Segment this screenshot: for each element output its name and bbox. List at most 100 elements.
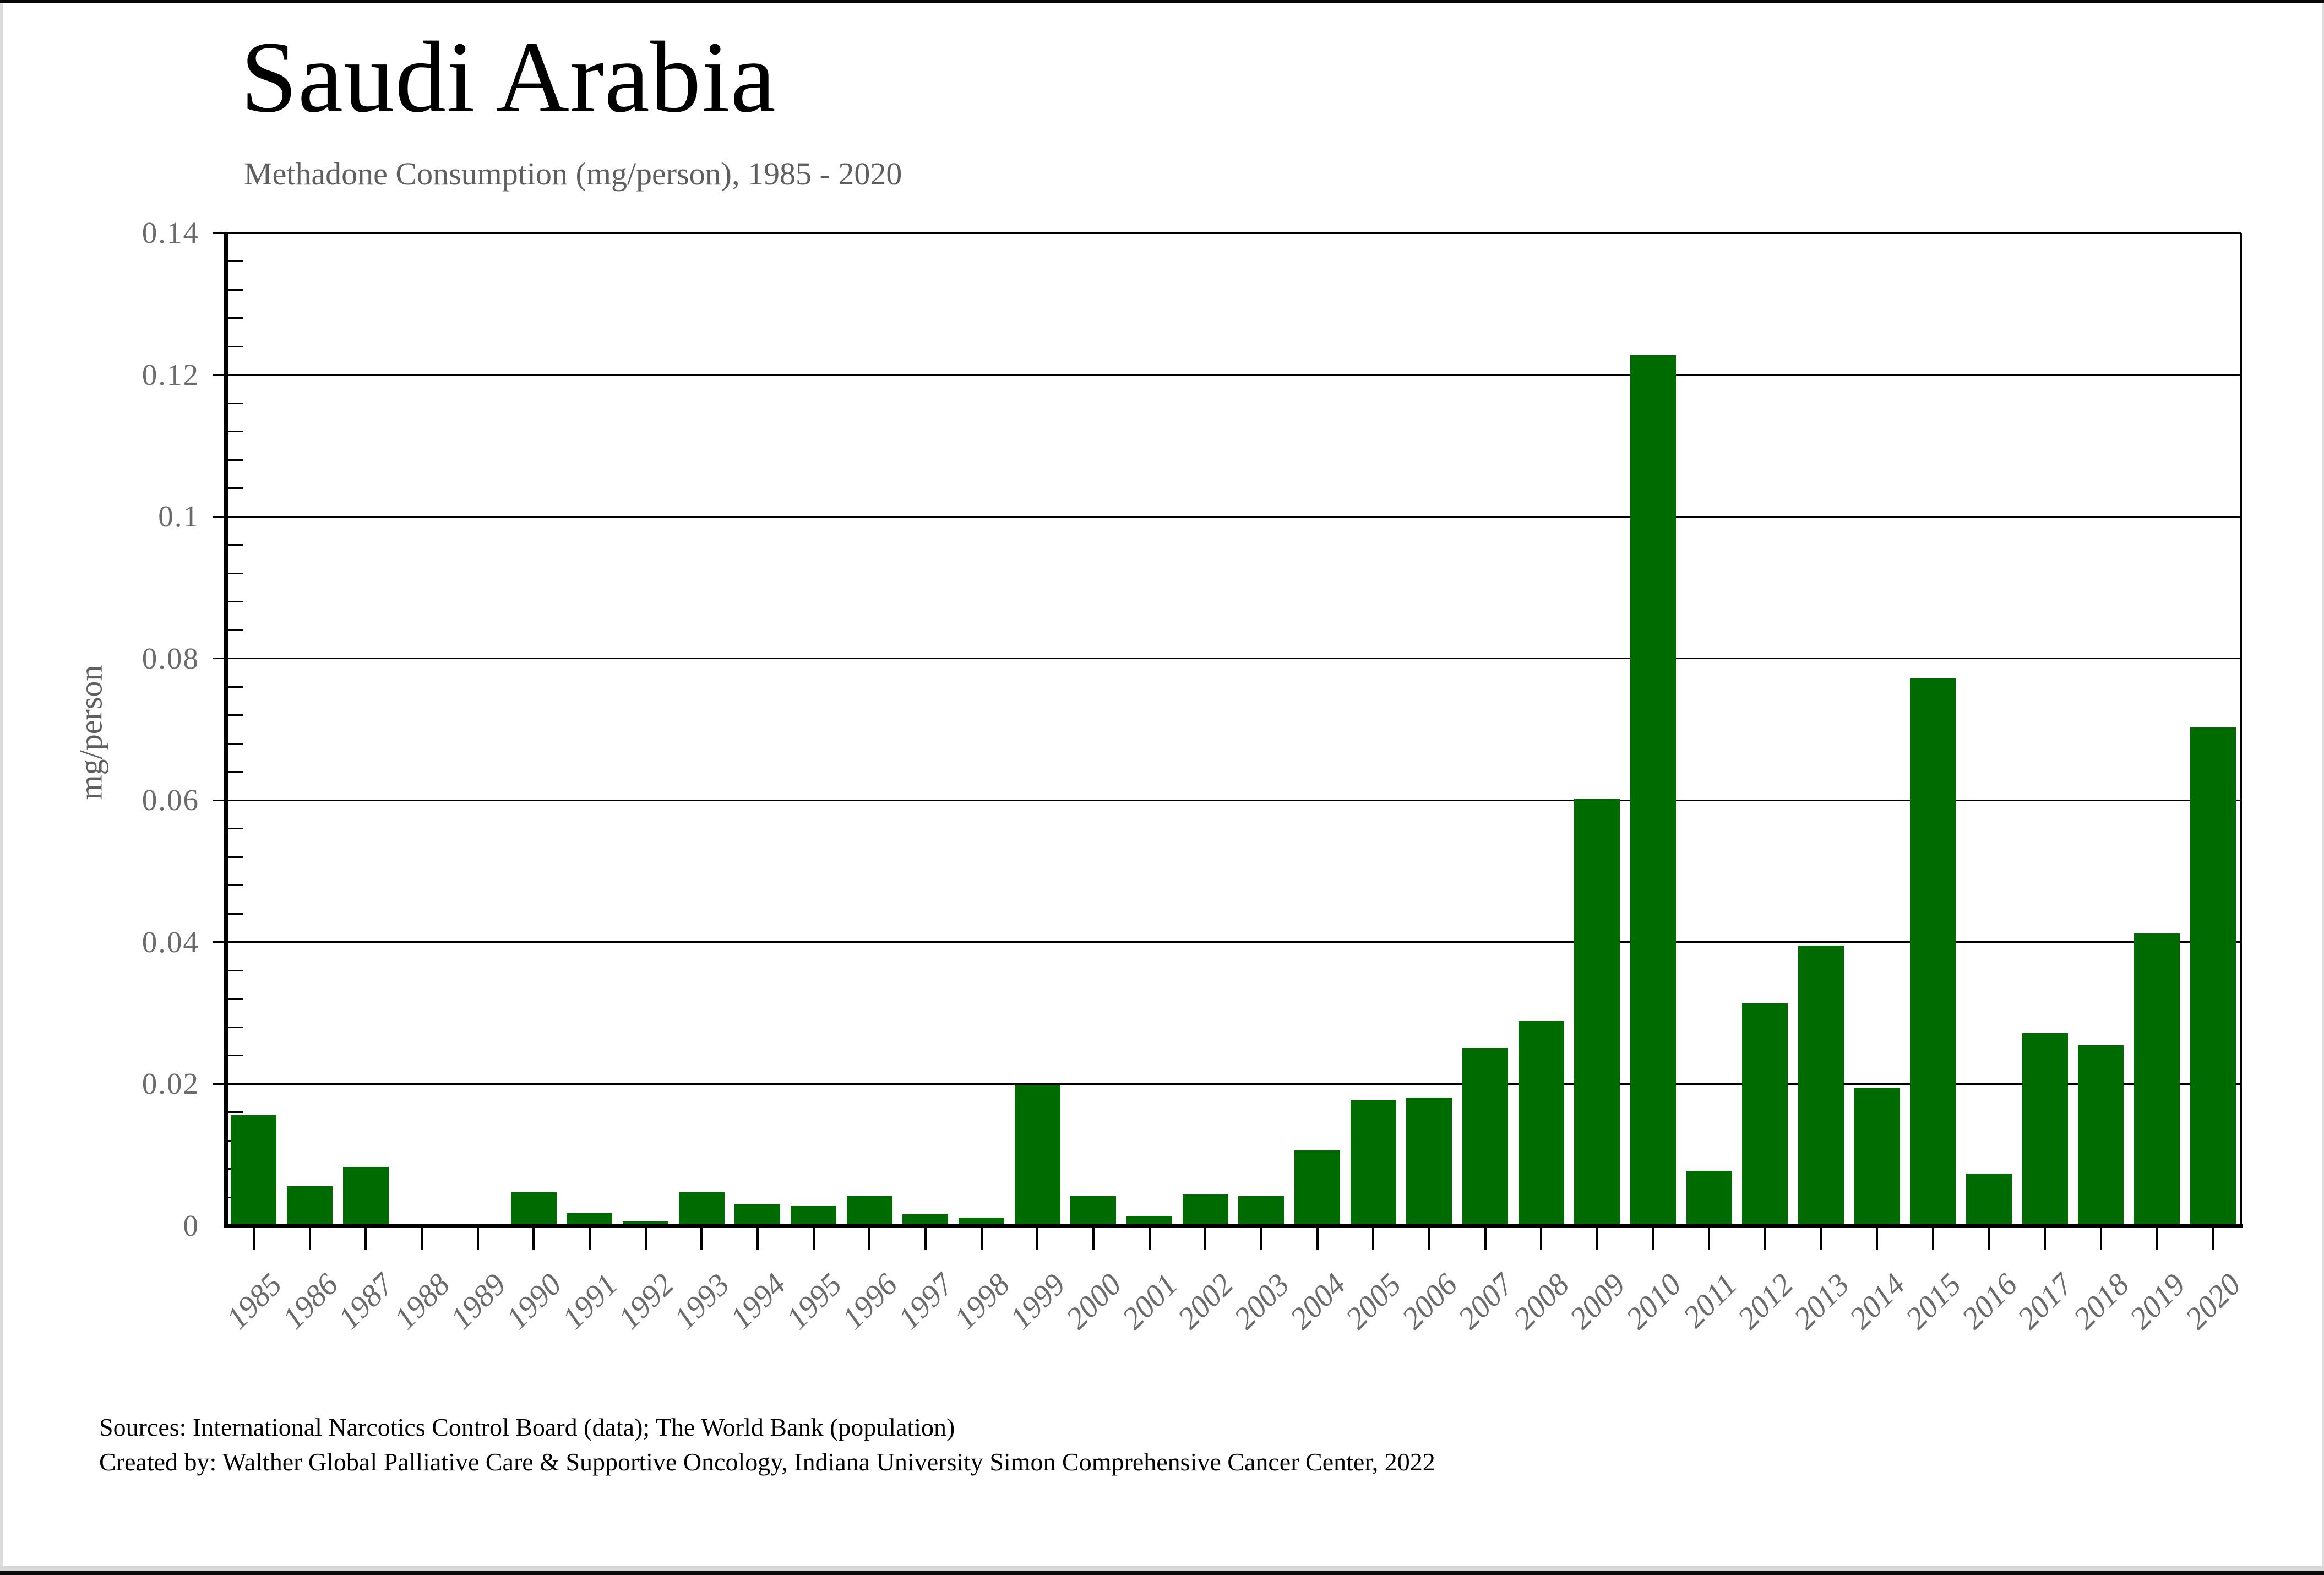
bar-2016 [1966, 1173, 2012, 1226]
x-tick-label: 2017 [2011, 1267, 2080, 1336]
x-tick-label: 1985 [219, 1267, 289, 1336]
window-bottom-edge [0, 1566, 2324, 1571]
x-tick-label: 1989 [443, 1267, 513, 1336]
chart-subtitle: Methadone Consumption (mg/person), 1985 … [244, 156, 902, 192]
x-tick-label: 1986 [275, 1267, 345, 1336]
x-tick-label: 1992 [611, 1267, 681, 1336]
y-minor-tick [228, 998, 243, 1000]
x-tick [252, 1226, 255, 1250]
x-tick [1988, 1226, 1990, 1250]
source-note: Sources: International Narcotics Control… [99, 1410, 1435, 1479]
bar-2020 [2190, 727, 2236, 1226]
y-gridline [213, 1083, 2241, 1085]
y-minor-tick [228, 771, 243, 773]
y-minor-tick [228, 828, 243, 830]
x-tick [364, 1226, 367, 1250]
y-minor-tick [228, 544, 243, 546]
window-left-edge [0, 3, 3, 1575]
x-tick-label: 2003 [1227, 1267, 1297, 1336]
x-tick-label: 2019 [2122, 1267, 2192, 1336]
y-minor-tick [228, 714, 243, 716]
y-minor-tick [228, 629, 243, 631]
credit-line: Created by: Walther Global Palliative Ca… [99, 1448, 1435, 1476]
x-tick [588, 1226, 591, 1250]
x-tick-label: 2011 [1677, 1267, 1744, 1334]
x-tick [2212, 1226, 2214, 1250]
x-tick-label: 2020 [2179, 1267, 2248, 1336]
x-tick [532, 1226, 535, 1250]
bar-1987 [342, 1167, 389, 1226]
bar-2000 [1070, 1196, 1117, 1226]
x-tick [1316, 1226, 1319, 1250]
x-tick [1092, 1226, 1095, 1250]
y-minor-tick [228, 1026, 243, 1028]
x-tick-label: 1991 [555, 1267, 625, 1336]
x-tick [1540, 1226, 1543, 1250]
bar-1996 [846, 1196, 892, 1226]
bar-2013 [1798, 946, 1844, 1226]
y-axis-line [224, 232, 228, 1228]
x-tick [924, 1226, 927, 1250]
y-minor-tick [228, 402, 243, 404]
y-tick-label: 0 [183, 1209, 199, 1242]
y-minor-tick [228, 572, 243, 574]
x-tick [1876, 1226, 1879, 1250]
x-tick [812, 1226, 815, 1250]
bar-1985 [231, 1115, 277, 1226]
y-gridline [213, 799, 2241, 801]
bar-1993 [678, 1192, 725, 1226]
bar-2007 [1462, 1047, 1508, 1226]
y-tick-label: 0.02 [141, 1067, 199, 1101]
x-tick-label: 1987 [331, 1267, 401, 1336]
y-gridline [213, 232, 2241, 234]
y-minor-tick [228, 1055, 243, 1057]
x-tick [868, 1226, 871, 1250]
x-tick-label: 2006 [1395, 1267, 1465, 1336]
x-tick [1428, 1226, 1430, 1250]
x-tick [420, 1226, 423, 1250]
bar-2017 [2022, 1033, 2068, 1226]
y-tick-label: 0.04 [141, 925, 199, 959]
y-tick-label: 0.14 [141, 216, 199, 249]
x-tick-label: 1990 [499, 1267, 569, 1336]
x-tick [2099, 1226, 2102, 1250]
y-tick-label: 0.12 [141, 357, 199, 392]
x-tick-label: 2010 [1619, 1267, 1688, 1336]
bar-2009 [1574, 799, 1620, 1226]
y-minor-tick [228, 601, 243, 603]
y-gridline [213, 941, 2241, 943]
bar-2004 [1294, 1150, 1340, 1226]
x-tick [700, 1226, 703, 1250]
x-tick [2044, 1226, 2047, 1250]
window-right-edge [2322, 3, 2324, 1575]
x-tick-label: 1988 [387, 1267, 457, 1336]
bar-1986 [287, 1186, 333, 1226]
x-tick [1764, 1226, 1766, 1250]
bar-2015 [1910, 678, 1956, 1226]
bar-2002 [1182, 1194, 1228, 1226]
x-tick [1931, 1226, 1934, 1250]
x-tick [1036, 1226, 1039, 1250]
bar-2010 [1630, 355, 1676, 1226]
bar-2012 [1742, 1003, 1788, 1226]
y-minor-tick [228, 345, 243, 347]
bar-2003 [1238, 1196, 1285, 1226]
bar-2014 [1854, 1087, 1900, 1226]
bar-2001 [1126, 1215, 1172, 1226]
y-minor-tick [228, 969, 243, 971]
x-tick [1148, 1226, 1151, 1250]
x-tick-label: 2013 [1787, 1267, 1856, 1336]
y-minor-tick [228, 884, 243, 887]
x-tick-label: 2004 [1283, 1267, 1352, 1336]
bar-1997 [902, 1214, 949, 1226]
y-minor-tick [228, 913, 243, 915]
window-bottom-border [0, 1571, 2324, 1575]
y-tick-label: 0.06 [141, 783, 199, 817]
x-tick [1820, 1226, 1822, 1250]
x-tick [476, 1226, 479, 1250]
bar-2008 [1518, 1020, 1564, 1226]
bar-2005 [1350, 1100, 1396, 1226]
x-tick-label: 1999 [1003, 1267, 1073, 1336]
